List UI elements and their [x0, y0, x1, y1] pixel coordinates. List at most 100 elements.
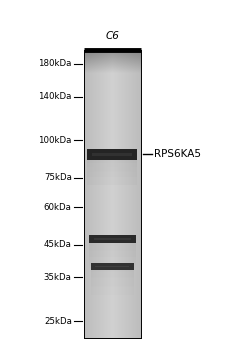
Bar: [91, 273, 133, 274]
Bar: [89, 261, 135, 262]
Bar: [91, 274, 133, 276]
Text: 45kDa: 45kDa: [44, 240, 72, 249]
Text: 100kDa: 100kDa: [38, 136, 72, 145]
Bar: [89, 263, 135, 264]
Bar: [91, 272, 133, 273]
Bar: [87, 176, 137, 177]
Bar: [87, 170, 137, 171]
Bar: [91, 282, 133, 283]
Bar: [89, 260, 135, 261]
Bar: [91, 286, 133, 287]
Bar: [91, 285, 133, 286]
Bar: [91, 270, 133, 271]
Bar: [91, 288, 133, 289]
Bar: [91, 273, 133, 274]
Bar: [89, 248, 135, 250]
Bar: [87, 161, 137, 162]
Bar: [91, 283, 133, 284]
Bar: [89, 256, 135, 257]
Bar: [91, 293, 133, 294]
Bar: [87, 175, 137, 177]
Bar: [89, 259, 135, 260]
Bar: [91, 286, 133, 288]
Bar: [87, 166, 137, 167]
Bar: [91, 278, 133, 279]
Bar: [91, 274, 133, 275]
Bar: [89, 257, 135, 258]
Bar: [87, 177, 137, 178]
Bar: [87, 178, 137, 180]
Text: 25kDa: 25kDa: [44, 317, 72, 326]
Text: C6: C6: [105, 31, 119, 41]
Bar: [91, 280, 133, 281]
Bar: [87, 171, 137, 172]
Bar: [89, 258, 135, 259]
Bar: [87, 168, 137, 169]
Bar: [91, 281, 133, 282]
Bar: [89, 255, 135, 257]
Bar: [91, 264, 133, 270]
Bar: [87, 180, 137, 181]
Bar: [91, 292, 133, 293]
Bar: [91, 283, 133, 285]
Bar: [87, 163, 137, 164]
Bar: [93, 238, 130, 240]
Bar: [89, 267, 135, 268]
Bar: [91, 271, 133, 272]
Bar: [89, 250, 135, 252]
Bar: [87, 162, 137, 163]
Bar: [89, 253, 135, 254]
Bar: [87, 178, 137, 179]
Bar: [87, 182, 137, 184]
Bar: [87, 181, 137, 182]
Bar: [87, 160, 137, 161]
Bar: [91, 276, 133, 278]
Bar: [89, 252, 135, 253]
Bar: [87, 167, 137, 168]
Bar: [87, 175, 137, 176]
Bar: [89, 264, 135, 265]
Bar: [91, 276, 133, 277]
Bar: [89, 260, 135, 261]
Bar: [87, 167, 137, 168]
Bar: [89, 245, 135, 246]
Bar: [91, 277, 133, 278]
Bar: [89, 246, 135, 247]
Bar: [89, 265, 135, 266]
Bar: [89, 253, 135, 255]
Bar: [87, 161, 137, 163]
Bar: [87, 184, 137, 186]
Bar: [91, 271, 133, 273]
Bar: [89, 264, 135, 265]
Text: 75kDa: 75kDa: [44, 174, 72, 182]
Bar: [87, 183, 137, 184]
Bar: [87, 177, 137, 178]
Bar: [87, 165, 137, 167]
Bar: [91, 294, 133, 295]
Bar: [89, 262, 135, 264]
Bar: [87, 174, 137, 175]
Bar: [89, 251, 135, 252]
Bar: [91, 293, 133, 295]
Bar: [91, 285, 133, 286]
Text: 140kDa: 140kDa: [38, 92, 72, 101]
Bar: [89, 247, 135, 248]
Bar: [87, 184, 137, 185]
Bar: [91, 288, 133, 289]
Bar: [87, 164, 137, 166]
Bar: [91, 284, 133, 285]
Bar: [89, 265, 135, 267]
Bar: [87, 172, 137, 174]
Bar: [89, 267, 135, 268]
Bar: [89, 250, 135, 251]
Bar: [87, 179, 137, 181]
Bar: [89, 257, 135, 258]
Bar: [87, 164, 137, 165]
Bar: [89, 245, 135, 246]
Bar: [89, 255, 135, 256]
Bar: [87, 168, 137, 170]
Bar: [91, 290, 133, 292]
Bar: [89, 261, 135, 263]
Bar: [89, 252, 135, 253]
Bar: [89, 246, 135, 248]
